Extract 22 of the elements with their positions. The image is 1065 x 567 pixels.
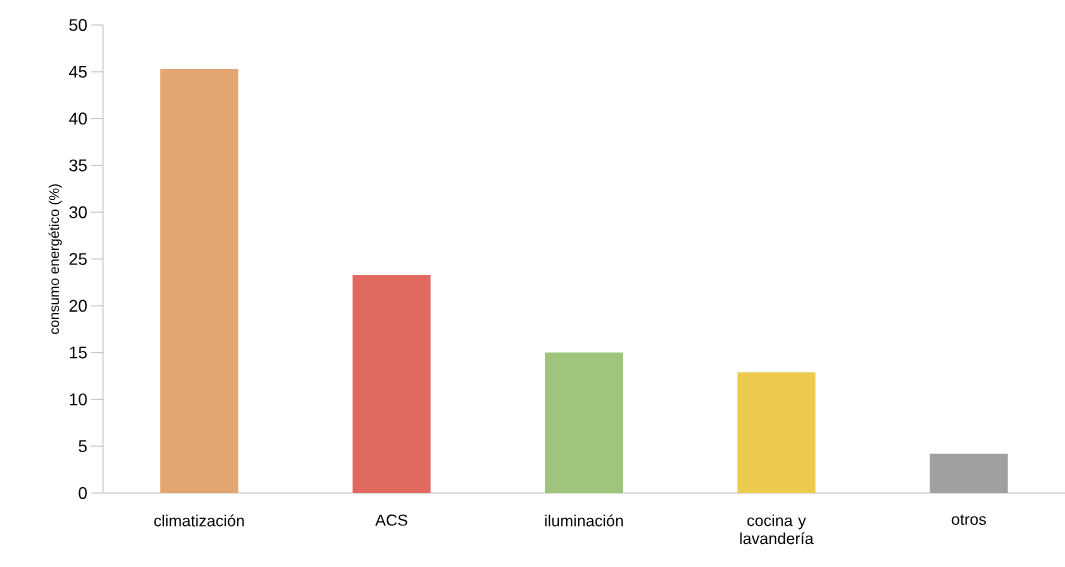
x-tick-label: climatización bbox=[154, 514, 244, 527]
x-tick-label: ACS bbox=[375, 514, 408, 526]
bar bbox=[160, 68, 239, 493]
y-tick-label: 40 bbox=[69, 112, 87, 125]
y-tick-label: 5 bbox=[78, 440, 87, 453]
y-tick-label: 35 bbox=[69, 159, 87, 172]
x-tick-label: cocina y lavandería bbox=[740, 514, 814, 545]
y-tick-label: 10 bbox=[69, 393, 87, 406]
y-tick-label: 20 bbox=[69, 299, 87, 312]
x-tick-label: otros bbox=[951, 514, 986, 525]
bar bbox=[737, 372, 816, 493]
bar bbox=[352, 274, 431, 493]
x-tick-label: iluminación bbox=[545, 514, 623, 527]
y-tick-label: 50 bbox=[69, 19, 87, 31]
y-tick-label: 45 bbox=[69, 65, 87, 78]
bar bbox=[545, 352, 624, 493]
y-tick-label: 25 bbox=[69, 253, 87, 265]
y-axis-title: consumo energético (%) bbox=[48, 184, 62, 334]
y-tick-label: 30 bbox=[69, 206, 87, 219]
y-tick-label: 15 bbox=[69, 346, 87, 359]
y-tick-label: 0 bbox=[78, 487, 87, 499]
bar bbox=[929, 453, 1008, 493]
